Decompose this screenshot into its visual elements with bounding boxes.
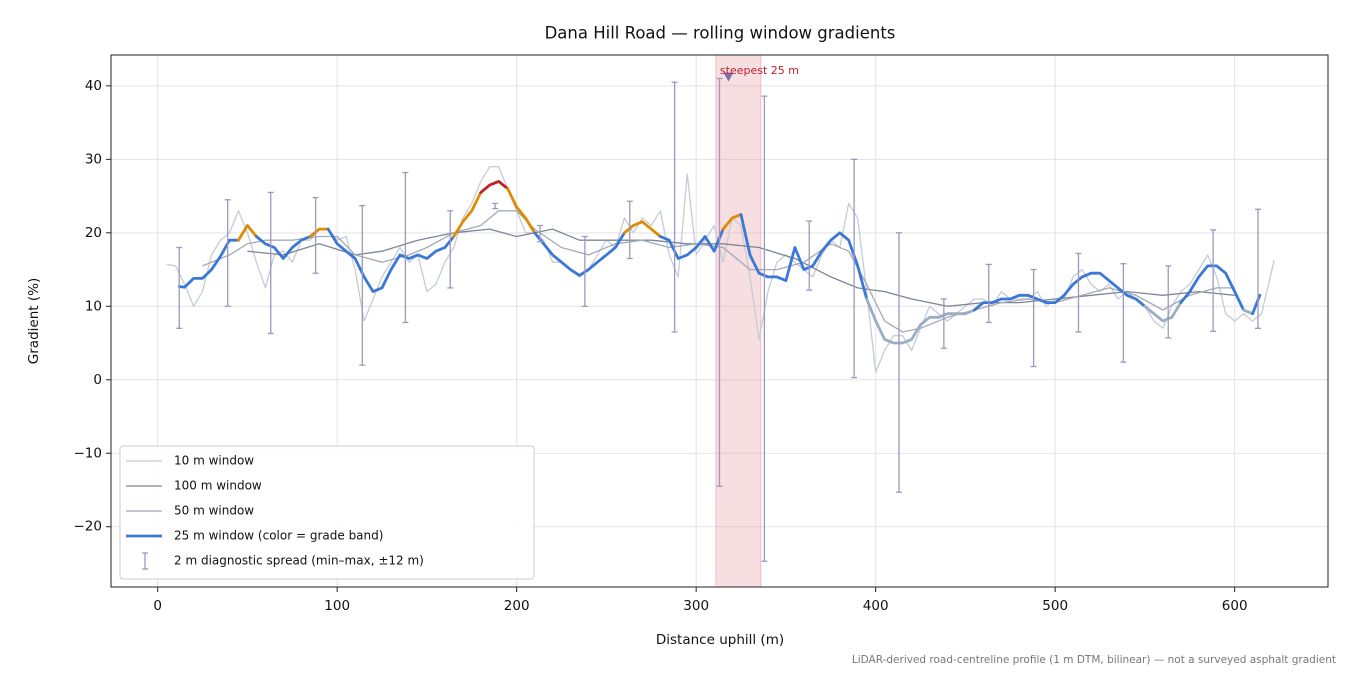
- x-tick-label: 0: [153, 598, 162, 614]
- series-line-band: [533, 231, 626, 277]
- x-axis-label: Distance uphill (m): [656, 632, 784, 648]
- legend-label: 10 m window: [174, 454, 254, 468]
- x-tick-label: 200: [504, 598, 530, 614]
- annotation: steepest 25 m: [720, 64, 799, 77]
- series-line-band: [1143, 301, 1183, 323]
- series-line-band: [658, 227, 725, 260]
- y-tick-label: −10: [74, 445, 103, 461]
- legend-label: 50 m window: [174, 504, 254, 518]
- series-line-band: [254, 235, 312, 260]
- series-line-band: [452, 191, 483, 238]
- series-line-band: [739, 213, 869, 301]
- y-axis-label: Gradient (%): [26, 278, 42, 364]
- series-line-band: [721, 213, 743, 231]
- series-line-band: [237, 224, 258, 242]
- highlight-span: [715, 54, 762, 588]
- series-line-band: [1242, 308, 1254, 316]
- y-tick-label: 20: [85, 225, 102, 241]
- steepest-marker: [723, 72, 734, 82]
- legend-label: 2 m diagnostic spread (min–max, ±12 m): [174, 554, 424, 568]
- legend-label: 100 m window: [174, 479, 262, 493]
- series-line-band: [1179, 264, 1245, 312]
- y-tick-label: 0: [93, 372, 102, 388]
- x-tick-label: 500: [1042, 598, 1068, 614]
- series-line-band: [1251, 293, 1262, 316]
- series-line-band: [506, 187, 536, 235]
- legend-label: 25 m window (color = grade band): [174, 529, 383, 543]
- x-tick-label: 300: [683, 598, 709, 614]
- x-tick-label: 400: [863, 598, 889, 614]
- series-line-band: [308, 227, 330, 238]
- y-tick-label: 30: [85, 151, 102, 167]
- y-tick-label: 40: [85, 78, 102, 94]
- legend: 10 m window 100 m window 50 m window 25 m w…: [119, 445, 535, 580]
- footnote: LiDAR-derived road-centreline profile (1…: [852, 654, 1336, 666]
- series-line-band: [865, 297, 976, 345]
- y-tick-label: 10: [85, 298, 102, 314]
- plot-frame: [110, 54, 1329, 588]
- series-line-band: [326, 227, 456, 293]
- y-tick-label: −20: [74, 519, 103, 535]
- series-line-band: [479, 180, 510, 194]
- chart-title: Dana Hill Road — rolling window gradient…: [545, 24, 896, 43]
- series-line-band: [973, 271, 1147, 312]
- x-tick-label: 100: [324, 598, 350, 614]
- legend-box: [119, 445, 535, 580]
- x-tick-label: 600: [1222, 598, 1248, 614]
